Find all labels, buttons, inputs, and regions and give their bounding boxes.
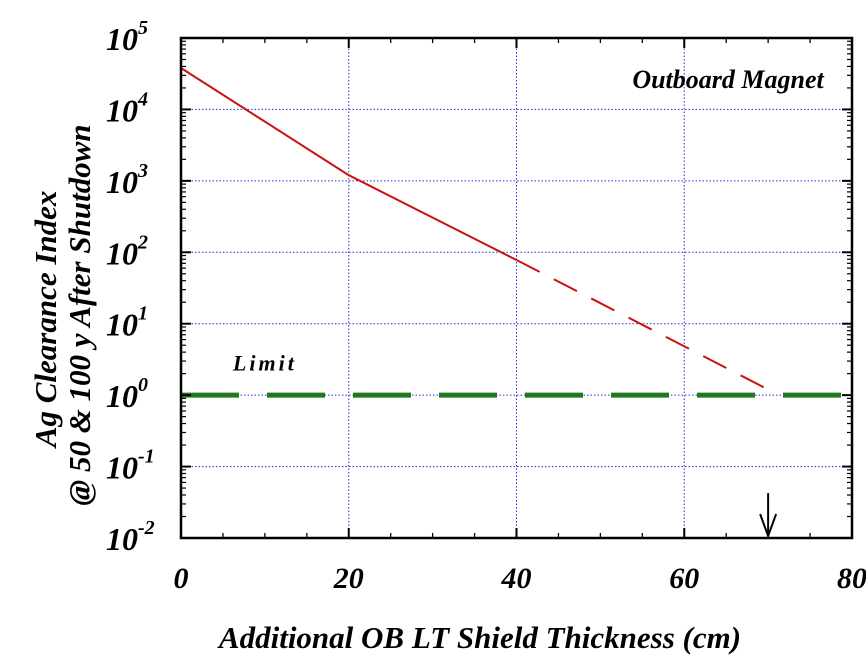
x-tick-label: 40	[501, 562, 532, 595]
series-line-solid	[180, 67, 517, 261]
data-series	[180, 67, 852, 398]
y-tick-exponent: 3	[137, 160, 148, 182]
limit-label: Limit	[232, 351, 297, 376]
y-tick-base: 10	[106, 450, 138, 486]
x-tick-label: 20	[333, 562, 364, 595]
y-tick-label: 10-1	[106, 446, 155, 486]
y-tick-exponent: -2	[138, 517, 155, 539]
x-tick-label: 80	[837, 562, 866, 595]
x-axis-title: Additional OB LT Shield Thickness (cm)	[217, 620, 741, 655]
grid-lines	[181, 38, 852, 538]
y-tick-exponent: 1	[138, 303, 148, 325]
outboard-magnet-label: Outboard Magnet	[632, 65, 824, 94]
y-tick-base: 10	[106, 307, 138, 343]
y-axis-title: Ag Clearance Index @ 50 & 100 y After Sh…	[28, 124, 97, 505]
y-tick-label: 10-2	[106, 517, 155, 557]
x-tick-label: 0	[174, 562, 189, 595]
y-tick-label: 105	[106, 17, 148, 57]
y-tick-base: 10	[106, 378, 138, 414]
y-tick-label: 104	[106, 88, 148, 128]
y-axis-title-line-2: @ 50 & 100 y After Shutdown	[62, 124, 97, 505]
y-tick-label: 103	[106, 160, 148, 200]
y-tick-label: 102	[106, 231, 148, 271]
y-tick-base: 10	[106, 521, 138, 557]
y-tick-exponent: 2	[137, 231, 148, 253]
thickness-marker-arrowhead	[759, 513, 778, 539]
y-tick-base: 10	[106, 92, 138, 128]
major-ticks	[180, 37, 853, 539]
y-tick-exponent: 4	[137, 88, 148, 110]
series-line-dashed	[516, 259, 769, 391]
x-tick-label: 60	[669, 562, 699, 595]
y-tick-exponent: -1	[138, 446, 155, 468]
y-tick-exponent: 0	[138, 374, 148, 396]
y-tick-label: 100	[106, 374, 148, 414]
y-tick-base: 10	[106, 21, 138, 57]
y-tick-base: 10	[106, 235, 138, 271]
y-axis-title-line-1: Ag Clearance Index	[28, 191, 63, 450]
y-tick-label: 101	[106, 303, 148, 343]
y-tick-exponent: 5	[138, 17, 148, 39]
y-tick-base: 10	[106, 164, 138, 200]
annotations: Outboard Magnet Limit	[232, 65, 825, 539]
